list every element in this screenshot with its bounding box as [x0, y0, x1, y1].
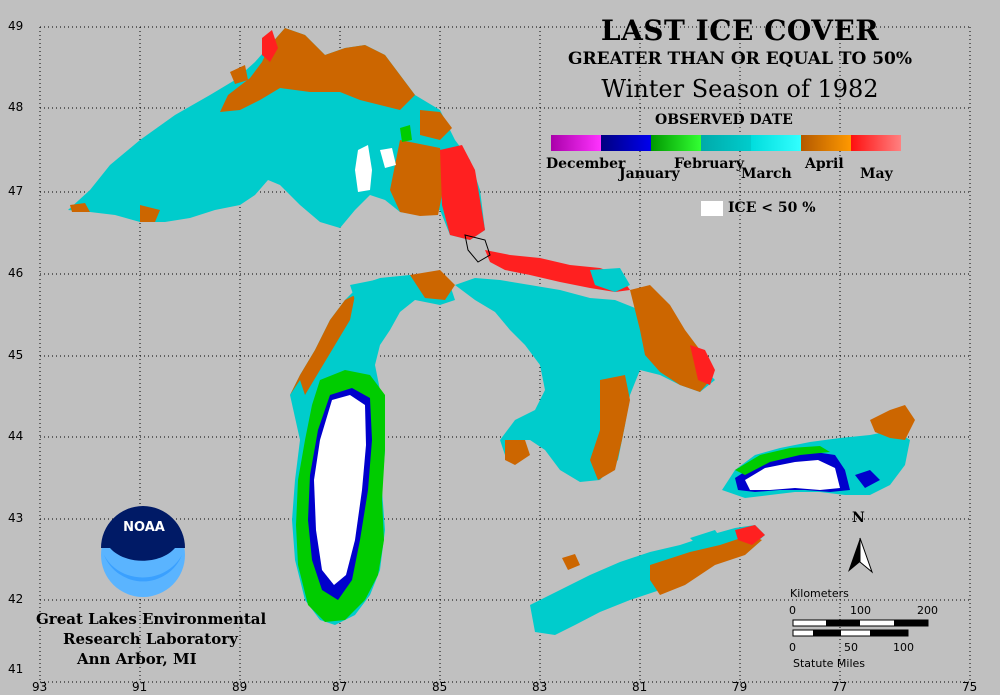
lat-tick: 43 [8, 511, 24, 525]
north-channel [464, 234, 630, 292]
scale-km-label: Kilometers [790, 587, 849, 600]
legend-label-march: March [741, 166, 792, 182]
scale-mi-label: Statute Miles [793, 657, 865, 670]
lon-tick: 79 [732, 680, 748, 694]
scale-km-tick: 0 [789, 604, 796, 617]
lake-erie [530, 525, 765, 635]
lat-tick: 48 [8, 100, 24, 114]
lat-tick: 41 [8, 662, 24, 676]
noaa-logo [101, 506, 185, 597]
ice-legend-swatch [701, 201, 723, 216]
lon-tick: 81 [632, 680, 648, 694]
legend-label-january: January [619, 166, 680, 182]
org-location: Ann Arbor, MI [77, 650, 197, 668]
lat-tick: 44 [8, 429, 24, 443]
lon-tick: 75 [962, 680, 978, 694]
lon-tick: 87 [332, 680, 348, 694]
scale-mi-tick: 50 [844, 641, 858, 654]
lat-tick: 42 [8, 592, 24, 606]
lon-tick: 93 [32, 680, 48, 694]
lake-superior [68, 28, 485, 240]
organization-block: Great Lakes Environmental Research Labor… [36, 609, 267, 669]
season-label: Winter Season of 1982 [601, 75, 879, 103]
north-label: N [852, 510, 865, 526]
legend-label-may: May [860, 166, 893, 182]
lake-michigan [290, 270, 455, 625]
lake-ontario [722, 405, 915, 498]
org-name-line2: Research Laboratory [63, 630, 238, 648]
org-name-line1: Great Lakes Environmental [36, 610, 267, 628]
legend-color-bar [551, 135, 901, 151]
scale-mi-tick: 100 [893, 641, 914, 654]
lake-huron [455, 268, 715, 482]
map-subtitle: GREATER THAN OR EQUAL TO 50% [567, 49, 913, 69]
lon-tick: 89 [232, 680, 248, 694]
title-block: LAST ICE COVER GREATER THAN OR EQUAL TO … [540, 14, 940, 106]
legend-label-april: April [805, 156, 844, 172]
lake-st-clair [562, 554, 580, 570]
ice-legend-label: ICE < 50 % [728, 200, 816, 216]
lon-tick: 85 [432, 680, 448, 694]
legend-label-february: February [674, 156, 745, 172]
map-title: LAST ICE COVER [600, 14, 880, 47]
legend-label-december: December [546, 156, 626, 172]
scale-km-tick: 200 [917, 604, 938, 617]
scale-mi-tick: 0 [789, 641, 796, 654]
lon-tick: 77 [832, 680, 848, 694]
lon-tick: 91 [132, 680, 148, 694]
lat-tick: 46 [8, 266, 24, 280]
legend-title: OBSERVED DATE [655, 112, 793, 128]
north-arrow [848, 537, 874, 574]
noaa-logo-text: NOAA [123, 520, 165, 535]
scale-km-tick: 100 [850, 604, 871, 617]
lat-tick: 49 [8, 19, 24, 33]
lat-tick: 45 [8, 348, 24, 362]
lon-tick: 83 [532, 680, 548, 694]
scale-bar [792, 619, 929, 637]
lat-tick: 47 [8, 184, 24, 198]
